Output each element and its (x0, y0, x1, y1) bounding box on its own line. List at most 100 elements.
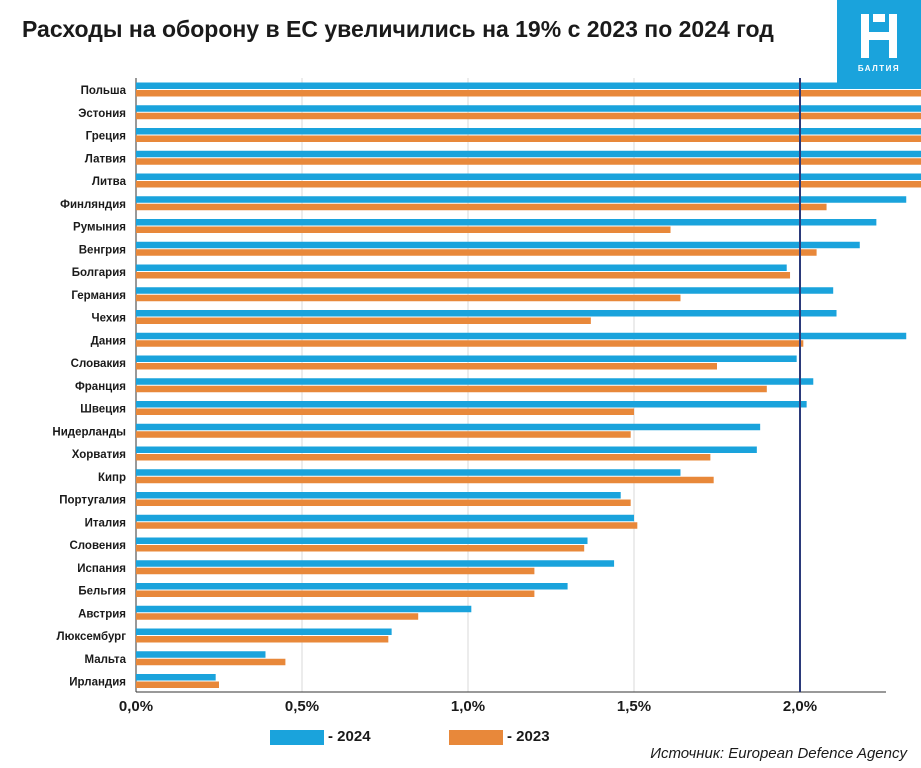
bars (136, 82, 921, 688)
category-label: Германия (71, 290, 126, 302)
category-label: Бельгия (78, 586, 126, 598)
category-label: Нидерланды (52, 426, 126, 438)
bar-2024 (136, 401, 807, 408)
bar-2023 (136, 294, 681, 302)
bar-2024 (136, 446, 757, 453)
category-label: Франция (75, 381, 126, 393)
source-note: Источник: European Defence Agency (650, 745, 907, 762)
category-label: Болгария (72, 267, 126, 279)
bar-2024 (136, 128, 921, 135)
category-label: Испания (77, 563, 126, 575)
bar-2024 (136, 241, 860, 249)
bar-2023 (136, 636, 389, 643)
logo-mark-icon (861, 14, 897, 58)
bar-2024 (136, 651, 266, 658)
category-label: Ирландия (69, 677, 126, 689)
category-label: Словакия (71, 358, 126, 370)
bar-2023 (136, 203, 827, 211)
legend-label-2023: - 2023 (507, 728, 550, 745)
bar-2023 (136, 226, 671, 233)
bar-2024 (136, 332, 907, 340)
category-label: Австрия (78, 608, 126, 620)
category-label: Швеция (80, 404, 126, 416)
category-label: Хорватия (72, 449, 126, 461)
category-label: Румыния (73, 222, 126, 234)
x-tick-label: 0,5% (285, 698, 319, 715)
bar-chart: Польша Эстония Греция Латвия Литва Финляндия Р… (52, 78, 921, 715)
chart-title: Расходы на оборону в ЕС увеличились на 1… (22, 16, 774, 42)
bar-2024 (136, 150, 921, 158)
category-label: Латвия (85, 153, 126, 165)
bar-2023 (136, 454, 711, 461)
bar-2024 (136, 219, 877, 226)
bar-2024 (136, 423, 761, 431)
bar-2023 (136, 499, 631, 506)
bar-2023 (136, 522, 638, 529)
x-tick-label: 1,5% (617, 698, 651, 715)
bar-2023 (136, 545, 585, 552)
bar-2023 (136, 567, 535, 575)
category-label: Литва (92, 176, 127, 188)
category-label: Дания (91, 335, 126, 347)
x-axis-ticks: 0,0%0,5%1,0%1,5%2,0%2,5%3,0%3,5%4,0% (119, 698, 817, 715)
bar-2024 (136, 628, 392, 635)
bar-2023 (136, 363, 717, 370)
legend-swatch-2024 (270, 730, 324, 745)
legend-swatch-2023 (449, 730, 503, 745)
legend-label-2024: - 2024 (328, 728, 371, 745)
category-label: Греция (86, 131, 126, 143)
bar-2024 (136, 514, 634, 522)
category-label: Словения (69, 540, 126, 552)
bar-2024 (136, 310, 837, 317)
bar-2024 (136, 378, 814, 385)
baltia-logo: БАЛТИЯ (837, 0, 921, 84)
bar-2023 (136, 431, 631, 438)
bar-2024 (136, 560, 615, 567)
bar-2024 (136, 583, 568, 590)
bar-2024 (136, 674, 216, 681)
bar-2023 (136, 590, 535, 597)
bar-2023 (136, 408, 634, 415)
bar-2024 (136, 264, 787, 271)
bar-2024 (136, 355, 797, 362)
category-labels: Польша Эстония Греция Латвия Литва Финляндия Р… (52, 85, 126, 689)
bar-2024 (136, 469, 681, 476)
category-label: Португалия (59, 495, 126, 507)
grid-lines (135, 78, 886, 693)
bar-2023 (136, 135, 921, 142)
x-tick-label: 2,0% (783, 698, 817, 715)
bar-2023 (136, 181, 921, 188)
category-label: Польша (81, 85, 127, 97)
bar-2023 (136, 340, 804, 347)
category-label: Кипр (98, 472, 126, 484)
bar-2024 (136, 537, 588, 544)
bar-2023 (136, 112, 921, 120)
bar-2023 (136, 317, 591, 324)
bar-2023 (136, 90, 921, 97)
bar-2023 (136, 385, 767, 393)
category-label: Люксембург (57, 631, 127, 643)
category-label: Эстония (78, 108, 126, 120)
bar-2024 (136, 605, 472, 613)
category-label: Венгрия (79, 244, 126, 256)
bar-2024 (136, 287, 834, 294)
category-label: Италия (85, 517, 126, 529)
bar-2024 (136, 105, 921, 112)
category-label: Мальта (84, 654, 126, 666)
bar-2023 (136, 249, 817, 256)
bar-2024 (136, 196, 907, 203)
bar-2023 (136, 272, 791, 279)
bar-2023 (136, 658, 286, 666)
bar-2023 (136, 613, 419, 620)
bar-2023 (136, 681, 219, 688)
bar-2023 (136, 158, 921, 165)
x-tick-label: 1,0% (451, 698, 485, 715)
bar-2024 (136, 82, 921, 89)
bar-2023 (136, 476, 714, 484)
bar-2024 (136, 173, 921, 180)
category-label: Финляндия (60, 199, 126, 211)
logo-text: БАЛТИЯ (857, 64, 901, 73)
bar-2024 (136, 492, 621, 499)
category-label: Чехия (92, 313, 127, 325)
x-tick-label: 0,0% (119, 698, 153, 715)
